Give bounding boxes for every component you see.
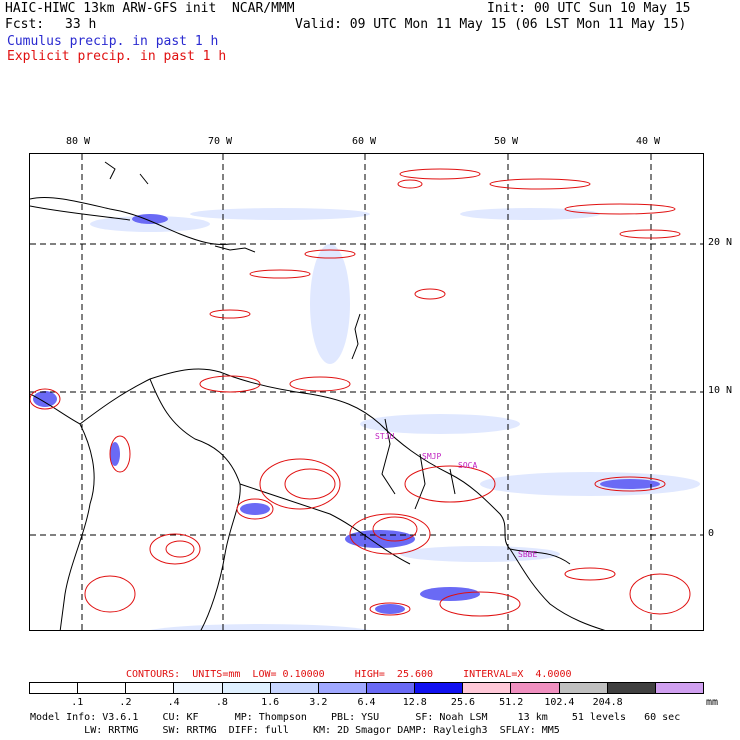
lon-label-50w: 50 W — [494, 136, 519, 147]
colorbar-swatch — [126, 683, 175, 693]
cumulus-precip-label: Cumulus precip. in past 1 h — [7, 34, 219, 49]
map-graphic — [30, 154, 703, 630]
lon-label-60w: 60 W — [352, 136, 377, 147]
site-label-sbbe: SBBE — [518, 550, 538, 559]
colorbar-swatch — [511, 683, 560, 693]
init-time: Init: 00 UTC Sun 10 May 15 — [487, 1, 691, 16]
colorbar-tick-label: 3.2 — [309, 697, 328, 708]
colorbar-tick-label: .2 — [119, 697, 132, 708]
lon-label-70w: 70 W — [208, 136, 233, 147]
colorbar-tick-label: 12.8 — [402, 697, 427, 708]
colorbar-tick-label: 1.6 — [261, 697, 280, 708]
cumulus-precip-shading — [90, 208, 700, 630]
valid-time: Valid: 09 UTC Mon 11 May 15 (06 LST Mon … — [295, 17, 687, 32]
model-info-line1: Model Info: V3.6.1 CU: KF MP: Thompson P… — [30, 712, 681, 723]
cumulus-precip-heavy — [33, 214, 660, 614]
colorbar-swatch — [366, 683, 416, 693]
colorbar-swatch — [30, 683, 79, 693]
lat-label-20n: 20 N — [708, 237, 733, 248]
explicit-precip-label: Explicit precip. in past 1 h — [7, 49, 227, 64]
colorbar-tick-label: 51.2 — [499, 697, 524, 708]
colorbar-swatch — [174, 683, 223, 693]
colorbar-swatch — [655, 683, 703, 693]
colorbar-swatch — [270, 683, 319, 693]
lat-lon-grid — [30, 154, 703, 630]
site-label-smjp: SMJP — [422, 452, 442, 461]
colorbar-swatch — [607, 683, 656, 693]
colorbar-tick-label: 204.8 — [592, 697, 623, 708]
colorbar-unit: mm — [706, 697, 719, 708]
colorbar-swatch — [318, 683, 367, 693]
colorbar-swatch — [415, 683, 464, 693]
colorbar-swatch — [559, 683, 608, 693]
lat-label-0: 0 — [708, 528, 715, 539]
contour-info: CONTOURS: UNITS=mm LOW= 0.10000 HIGH= 25… — [126, 669, 572, 680]
explicit-precip-contours — [30, 168, 691, 617]
colorbar-tick-label: 6.4 — [357, 697, 376, 708]
colorbar-swatch — [78, 683, 127, 693]
model-title: HAIC-HIWC 13km ARW-GFS init NCAR/MMM — [5, 1, 295, 16]
lat-label-10n: 10 N — [708, 385, 733, 396]
lon-label-80w: 80 W — [66, 136, 91, 147]
lon-label-40w: 40 W — [636, 136, 661, 147]
site-label-stju: STJU — [375, 432, 395, 441]
colorbar-swatch — [222, 683, 271, 693]
colorbar — [29, 682, 704, 694]
colorbar-tick-label: .1 — [71, 697, 84, 708]
forecast-label: Fcst: — [5, 17, 45, 32]
site-label-soca: SOCA — [458, 461, 478, 470]
colorbar-tick-label: 102.4 — [544, 697, 575, 708]
colorbar-swatch — [463, 683, 512, 693]
forecast-hour: 33 h — [65, 17, 97, 32]
colorbar-tick-label: 25.6 — [450, 697, 476, 708]
colorbar-tick-label: .8 — [215, 697, 228, 708]
coastlines — [30, 161, 606, 630]
model-info-line2: LW: RRTMG SW: RRTMG DIFF: full KM: 2D Sm… — [30, 725, 560, 736]
precipitation-map — [29, 153, 704, 631]
colorbar-tick-label: .4 — [167, 697, 180, 708]
